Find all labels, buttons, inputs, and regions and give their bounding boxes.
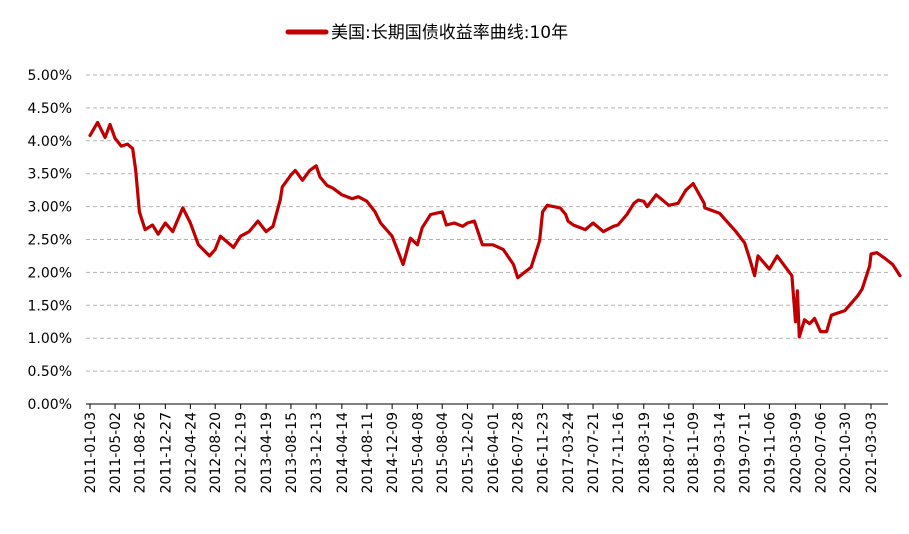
series-line [88,120,902,339]
y-tick-label: 5.00% [28,68,72,84]
y-tick-label: 3.00% [28,200,72,216]
x-axis-ticks: 2011-01-03 2011-05-02 2011-08-26 2011-12-27… [83,404,880,493]
x-tick-label: 2013-04-19 [259,412,275,493]
y-tick-label: 3.50% [28,167,72,183]
y-tick-label: 1.50% [28,298,72,314]
x-tick-label: 2020-07-06 [814,412,830,493]
y-tick-label: 2.50% [28,233,72,249]
x-tick-label: 2015-08-04 [435,412,451,493]
y-tick-label: 2.00% [28,265,72,281]
x-tick-label: 2014-04-14 [335,412,351,493]
y-tick-label: 0.50% [28,364,72,380]
x-tick-label: 2016-11-23 [536,412,552,493]
x-tick-label: 2012-12-19 [234,412,250,493]
x-tick-label: 2011-01-03 [83,412,99,493]
x-tick-label: 2018-07-16 [662,412,678,493]
y-axis-ticks: 0.00% 0.50% 1.00% 1.50% 2.00% 2.50% 3.00% 3.50%… [28,68,72,413]
x-tick-label: 2011-08-26 [132,412,148,493]
x-tick-label: 2017-11-16 [611,412,627,493]
legend-label: 美国:长期国债收益率曲线:10年 [331,23,568,43]
x-tick-label: 2021-03-03 [864,412,880,493]
x-tick-label: 2016-04-01 [486,412,502,493]
x-tick-label: 2014-12-09 [385,412,401,493]
y-tick-label: 4.00% [28,134,72,150]
x-tick-label: 2018-11-09 [686,412,702,493]
x-tick-label: 2012-08-20 [208,412,224,493]
x-tick-label: 2011-12-27 [158,412,174,493]
x-tick-label: 2013-12-13 [309,412,325,493]
x-tick-label: 2015-04-08 [410,412,426,493]
x-tick-label: 2020-03-09 [788,412,804,493]
x-tick-label: 2016-07-28 [511,412,527,493]
x-tick-label: 2019-07-11 [738,412,754,493]
grid [86,74,888,372]
x-tick-label: 2018-03-19 [637,412,653,493]
x-tick-label: 2012-04-24 [183,412,199,493]
x-tick-label: 2017-07-21 [586,412,602,493]
y-tick-label: 4.50% [28,101,72,117]
legend: 美国:长期国债收益率曲线:10年 [285,23,568,43]
y-tick-label: 0.00% [28,397,72,413]
y-tick-label: 1.00% [28,331,72,347]
x-tick-label: 2020-10-30 [838,412,854,493]
x-tick-label: 2011-05-02 [108,412,124,493]
x-tick-label: 2013-08-15 [284,412,300,493]
x-tick-label: 2017-03-24 [561,412,577,493]
x-tick-label: 2015-12-02 [460,412,476,493]
x-tick-label: 2019-11-06 [762,412,778,493]
x-tick-label: 2019-03-14 [713,412,729,493]
x-tick-label: 2014-08-11 [360,412,376,493]
